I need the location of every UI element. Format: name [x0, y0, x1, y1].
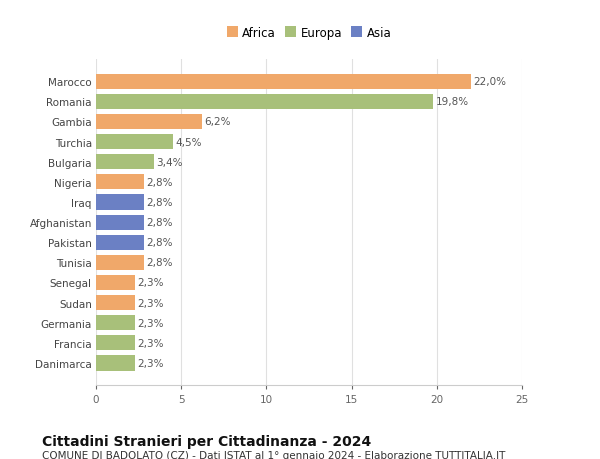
Bar [96, 275, 135, 291]
Text: 4,5%: 4,5% [175, 137, 202, 147]
Text: Cittadini Stranieri per Cittadinanza - 2024: Cittadini Stranieri per Cittadinanza - 2… [42, 434, 371, 448]
Bar [96, 115, 202, 130]
Text: 22,0%: 22,0% [473, 77, 506, 87]
Bar [96, 95, 433, 110]
Bar [96, 255, 144, 270]
Text: 2,3%: 2,3% [138, 318, 164, 328]
Text: 3,4%: 3,4% [157, 157, 183, 168]
Bar [96, 315, 135, 330]
Text: 2,8%: 2,8% [146, 218, 173, 228]
Bar [96, 135, 173, 150]
Bar [96, 195, 144, 210]
Legend: Africa, Europa, Asia: Africa, Europa, Asia [223, 23, 395, 43]
Text: COMUNE DI BADOLATO (CZ) - Dati ISTAT al 1° gennaio 2024 - Elaborazione TUTTITALI: COMUNE DI BADOLATO (CZ) - Dati ISTAT al … [42, 450, 505, 459]
Text: 2,3%: 2,3% [138, 338, 164, 348]
Text: 2,8%: 2,8% [146, 197, 173, 207]
Bar [96, 336, 135, 351]
Bar [96, 74, 471, 90]
Bar [96, 175, 144, 190]
Bar [96, 235, 144, 250]
Text: 2,8%: 2,8% [146, 258, 173, 268]
Text: 6,2%: 6,2% [204, 117, 231, 127]
Text: 2,8%: 2,8% [146, 178, 173, 187]
Text: 2,3%: 2,3% [138, 358, 164, 368]
Bar [96, 296, 135, 310]
Text: 2,3%: 2,3% [138, 298, 164, 308]
Text: 2,8%: 2,8% [146, 238, 173, 248]
Bar [96, 356, 135, 371]
Bar [96, 215, 144, 230]
Text: 2,3%: 2,3% [138, 278, 164, 288]
Bar [96, 155, 154, 170]
Text: 19,8%: 19,8% [436, 97, 469, 107]
